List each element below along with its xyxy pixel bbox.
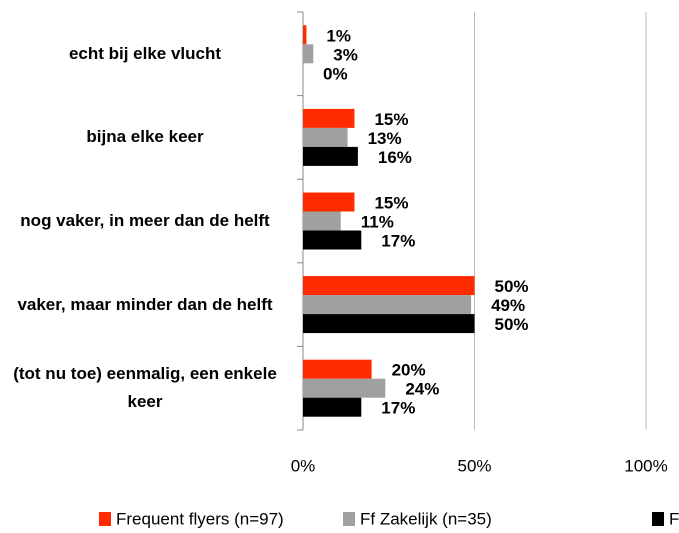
legend-swatch: [99, 512, 111, 526]
value-label: 50%: [495, 315, 529, 334]
value-label: 15%: [374, 110, 408, 129]
legend-label: Ff Zakelijk (n=35): [360, 509, 492, 528]
bar: [303, 127, 348, 147]
category-label: echt bij elke vlucht: [68, 43, 222, 63]
value-label: 13%: [368, 129, 402, 148]
legend-swatch: [652, 512, 664, 526]
value-label: 3%: [333, 45, 358, 64]
category-label: bijna elke keer: [86, 127, 204, 147]
bar: [303, 108, 355, 128]
category-label: nog vaker, in meer dan de helft: [20, 211, 270, 230]
value-label: 11%: [361, 212, 394, 231]
bar: [303, 295, 472, 315]
bar: [303, 146, 358, 166]
category-label: (tot nu toe) eenmalig, een enkele keer: [13, 364, 277, 412]
legend-swatch: [343, 512, 355, 526]
value-label: 17%: [381, 399, 415, 418]
value-label: 17%: [381, 231, 415, 250]
legend-label: F: [669, 509, 679, 528]
value-label: 20%: [392, 361, 426, 380]
bar: [303, 397, 362, 417]
value-label: 1%: [326, 26, 351, 45]
value-label: 16%: [378, 148, 412, 167]
value-label: 50%: [495, 277, 529, 296]
value-label: 15%: [374, 193, 408, 212]
value-label: 24%: [405, 380, 439, 399]
x-tick-label: 50%: [457, 456, 491, 475]
category-label: vaker, maar minder dan de helft: [17, 294, 273, 314]
x-tick-label: 100%: [624, 456, 667, 475]
legend-label: Frequent flyers (n=97): [116, 509, 284, 528]
x-tick-label: 0%: [291, 456, 316, 475]
bar: [303, 276, 475, 296]
bar: [303, 359, 372, 379]
bar: [303, 230, 362, 250]
bar: [303, 211, 341, 231]
bar: [303, 192, 355, 212]
bar: [303, 314, 475, 334]
bar: [303, 25, 307, 45]
value-label: 49%: [491, 296, 525, 315]
bar: [303, 44, 314, 64]
value-label: 0%: [323, 64, 348, 83]
bar: [303, 378, 386, 398]
